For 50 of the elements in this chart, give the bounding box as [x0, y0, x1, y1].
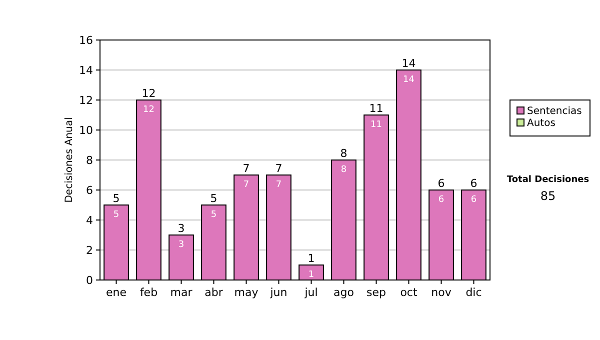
x-tick-label: mar — [170, 286, 193, 299]
data-label: 8 — [340, 165, 347, 175]
data-label: 5 — [113, 210, 120, 220]
total-label: 5 — [210, 192, 218, 205]
x-tick-label: jun — [269, 286, 288, 299]
data-label: 7 — [276, 180, 282, 190]
total-label: 5 — [112, 192, 120, 205]
y-axis-title: Decisiones Anual — [64, 117, 75, 203]
x-tick-label: ago — [334, 286, 354, 299]
total-label: 7 — [275, 162, 282, 175]
text: 85 — [540, 189, 556, 203]
x-tick-label: oct — [400, 286, 418, 299]
y-tick-label: 8 — [86, 154, 93, 167]
total-label: 7 — [242, 162, 250, 175]
data-label: 12 — [143, 105, 154, 115]
x-tick-label: dic — [466, 286, 482, 299]
x-tick-label: jul — [304, 286, 318, 299]
y-tick-label: 14 — [79, 64, 93, 77]
y-tick-label: 16 — [79, 34, 93, 47]
legend-label: Autos — [527, 118, 556, 129]
data-label: 6 — [470, 195, 477, 205]
total-label: 1 — [308, 252, 315, 265]
x-tick-label: ene — [106, 286, 127, 299]
total-label: 3 — [178, 222, 185, 235]
data-label: 6 — [438, 195, 444, 205]
y-tick-label: 6 — [86, 184, 93, 197]
data-label: 14 — [403, 75, 415, 85]
data-label: 1 — [308, 270, 314, 280]
total-label: 14 — [402, 57, 416, 70]
x-tick-label: feb — [140, 286, 158, 299]
total-label: 11 — [369, 102, 384, 115]
total-label: 6 — [438, 177, 445, 190]
data-label: 7 — [243, 180, 250, 190]
total-label: 8 — [340, 147, 348, 160]
x-tick-label: abr — [204, 286, 224, 299]
data-label: 5 — [210, 210, 217, 220]
text: Total Decisiones — [506, 175, 590, 185]
total-label: 6 — [470, 177, 478, 190]
x-tick-label: sep — [366, 286, 386, 299]
x-tick-label: nov — [431, 286, 452, 299]
y-tick-label: 4 — [86, 214, 93, 227]
data-label: 3 — [178, 240, 184, 250]
x-tick-label: may — [234, 286, 259, 299]
total-label: 12 — [142, 87, 156, 100]
y-tick-label: 12 — [79, 94, 93, 107]
y-tick-label: 2 — [86, 244, 93, 257]
y-tick-label: 10 — [79, 124, 93, 137]
legend-label: Sentencias — [527, 106, 582, 117]
y-tick-label: 0 — [86, 274, 93, 287]
data-label: 11 — [370, 120, 382, 130]
